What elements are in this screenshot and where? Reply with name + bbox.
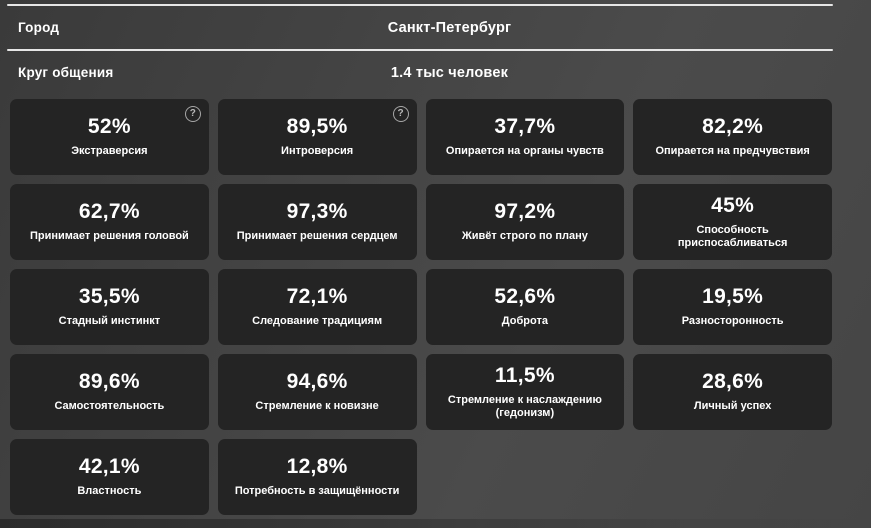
stat-card: 12,8% Потребность в защищённости <box>217 439 417 515</box>
stat-card: 19,5% Разносторонность <box>633 269 832 345</box>
social-circle-label: Круг общения <box>18 65 114 80</box>
stat-card: ? 89,5% Интроверсия <box>217 99 417 175</box>
stat-card: 42,1% Властность <box>10 439 209 515</box>
stat-label: Стремление к новизне <box>255 400 379 413</box>
stat-label: Опирается на предчувствия <box>655 145 810 158</box>
help-icon[interactable]: ? <box>392 106 409 122</box>
stat-card: 28,6% Личный успех <box>633 354 832 430</box>
stat-value: 35,5% <box>78 285 140 309</box>
stat-label: Способность приспосабливаться <box>677 223 788 250</box>
stat-card: 97,3% Принимает решения сердцем <box>217 184 417 260</box>
header-row-city: Город Санкт-Петербург <box>0 6 871 49</box>
stat-card: ? 52% Экстраверсия <box>10 99 209 175</box>
stat-value: 89,5% <box>286 115 348 139</box>
stat-value: 82,2% <box>702 115 764 139</box>
stat-card: 11,5% Стремление к наслаждению (гедонизм… <box>425 354 625 430</box>
stat-label: Стремление к наслаждению (гедонизм) <box>447 393 602 420</box>
stat-label: Личный успех <box>693 400 772 413</box>
stat-card: 72,1% Следование традициям <box>217 269 417 345</box>
stat-label: Принимает решения головой <box>29 230 189 243</box>
top-divider <box>7 4 833 6</box>
stat-value: 45% <box>711 193 755 217</box>
stat-card: 62,7% Принимает решения головой <box>10 184 209 260</box>
stat-label: Опирается на органы чувств <box>445 145 604 158</box>
stat-card: 35,5% Стадный инстинкт <box>10 269 209 345</box>
stat-label: Следование традициям <box>252 315 383 328</box>
stat-label: Потребность в защищённости <box>234 485 400 498</box>
stat-card: 52,6% Доброта <box>425 269 625 345</box>
stat-label: Самостоятельность <box>54 400 165 413</box>
stat-value: 52,6% <box>494 285 556 309</box>
stat-card: 45% Способность приспосабливаться <box>633 184 832 260</box>
stat-value: 11,5% <box>494 363 555 387</box>
stat-label: Доброта <box>501 315 548 328</box>
stat-card: 97,2% Живёт строго по плану <box>425 184 625 260</box>
city-value: Санкт-Петербург <box>387 19 512 36</box>
stat-value: 97,3% <box>286 200 348 224</box>
stat-label: Интроверсия <box>281 145 354 158</box>
stat-card: 82,2% Опирается на предчувствия <box>633 99 832 175</box>
stat-value: 19,5% <box>702 285 764 309</box>
stat-value: 37,7% <box>494 115 556 139</box>
stat-value: 94,6% <box>286 370 348 394</box>
stat-card: 94,6% Стремление к новизне <box>217 354 417 430</box>
city-label: Город <box>18 20 60 35</box>
stat-label: Властность <box>77 485 142 498</box>
header-row-social-circle: Круг общения 1.4 тыс человек <box>0 51 871 94</box>
stats-grid: ? 52% Экстраверсия ? 89,5% Интроверсия 3… <box>10 99 832 515</box>
header-divider <box>7 49 833 51</box>
next-section-edge <box>0 519 871 528</box>
stat-card: 37,7% Опирается на органы чувств <box>425 99 625 175</box>
stat-value: 72,1% <box>286 285 348 309</box>
stat-label: Живёт строго по плану <box>461 230 588 243</box>
stat-value: 12,8% <box>286 455 348 479</box>
stat-label: Стадный инстинкт <box>58 315 161 328</box>
stat-card: 89,6% Самостоятельность <box>10 354 209 430</box>
social-circle-value: 1.4 тыс человек <box>390 64 509 81</box>
stat-value: 62,7% <box>78 200 140 224</box>
stat-value: 28,6% <box>702 370 764 394</box>
stat-value: 97,2% <box>494 200 556 224</box>
stat-label: Разносторонность <box>681 315 784 328</box>
stat-value: 52% <box>87 115 131 139</box>
stat-label: Принимает решения сердцем <box>236 230 398 243</box>
help-icon[interactable]: ? <box>184 106 201 122</box>
stat-value: 42,1% <box>78 455 140 479</box>
stat-label: Экстраверсия <box>71 145 148 158</box>
stat-value: 89,6% <box>78 370 140 394</box>
